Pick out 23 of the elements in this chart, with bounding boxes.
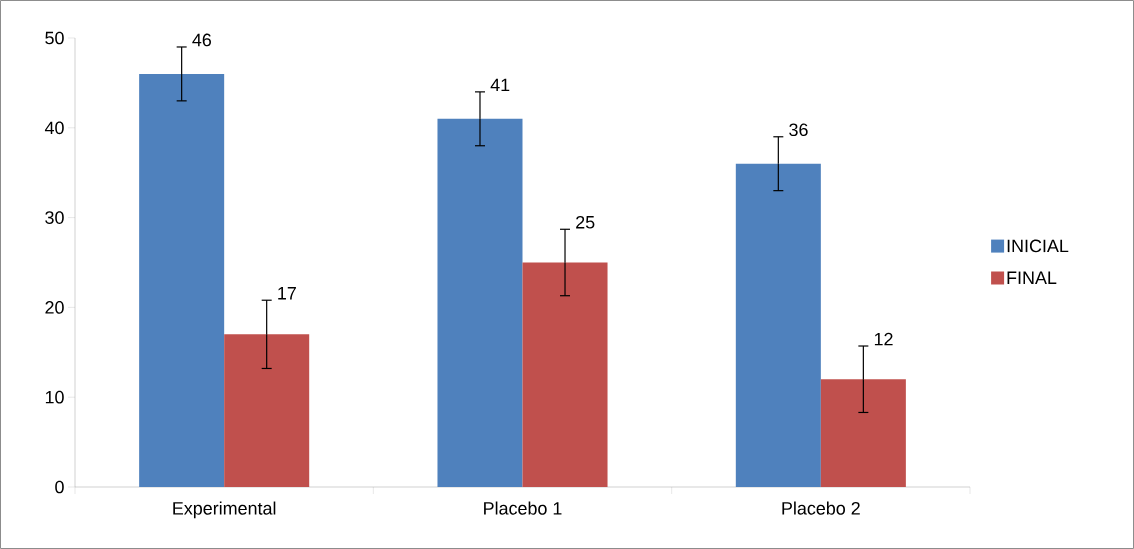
data-label: 41 [490, 78, 510, 92]
x-tick-label: Placebo 1 [484, 501, 562, 515]
y-tick-label: 0 [55, 480, 64, 494]
y-tick-label: 20 [45, 301, 64, 314]
data-label: 46 [192, 33, 212, 47]
x-tick-label: Experimental [173, 501, 276, 519]
y-tick-label: 10 [45, 390, 64, 404]
x-tick-label: Placebo 2 [782, 501, 860, 515]
y-tick-label: 40 [44, 121, 64, 135]
data-label: 17 [278, 287, 296, 300]
data-label: 25 [576, 215, 595, 229]
legend-label: INICIAL [1007, 239, 1069, 253]
bar [735, 163, 821, 487]
bar [139, 73, 225, 487]
legend-label: FINAL [1007, 271, 1057, 284]
bar [820, 379, 906, 487]
y-tick-label: 30 [45, 211, 64, 224]
bar [522, 262, 608, 487]
bar [437, 118, 523, 487]
data-label: 36 [789, 123, 808, 137]
data-label: 12 [874, 332, 893, 346]
y-tick-label: 50 [45, 31, 64, 45]
bar [224, 334, 310, 487]
